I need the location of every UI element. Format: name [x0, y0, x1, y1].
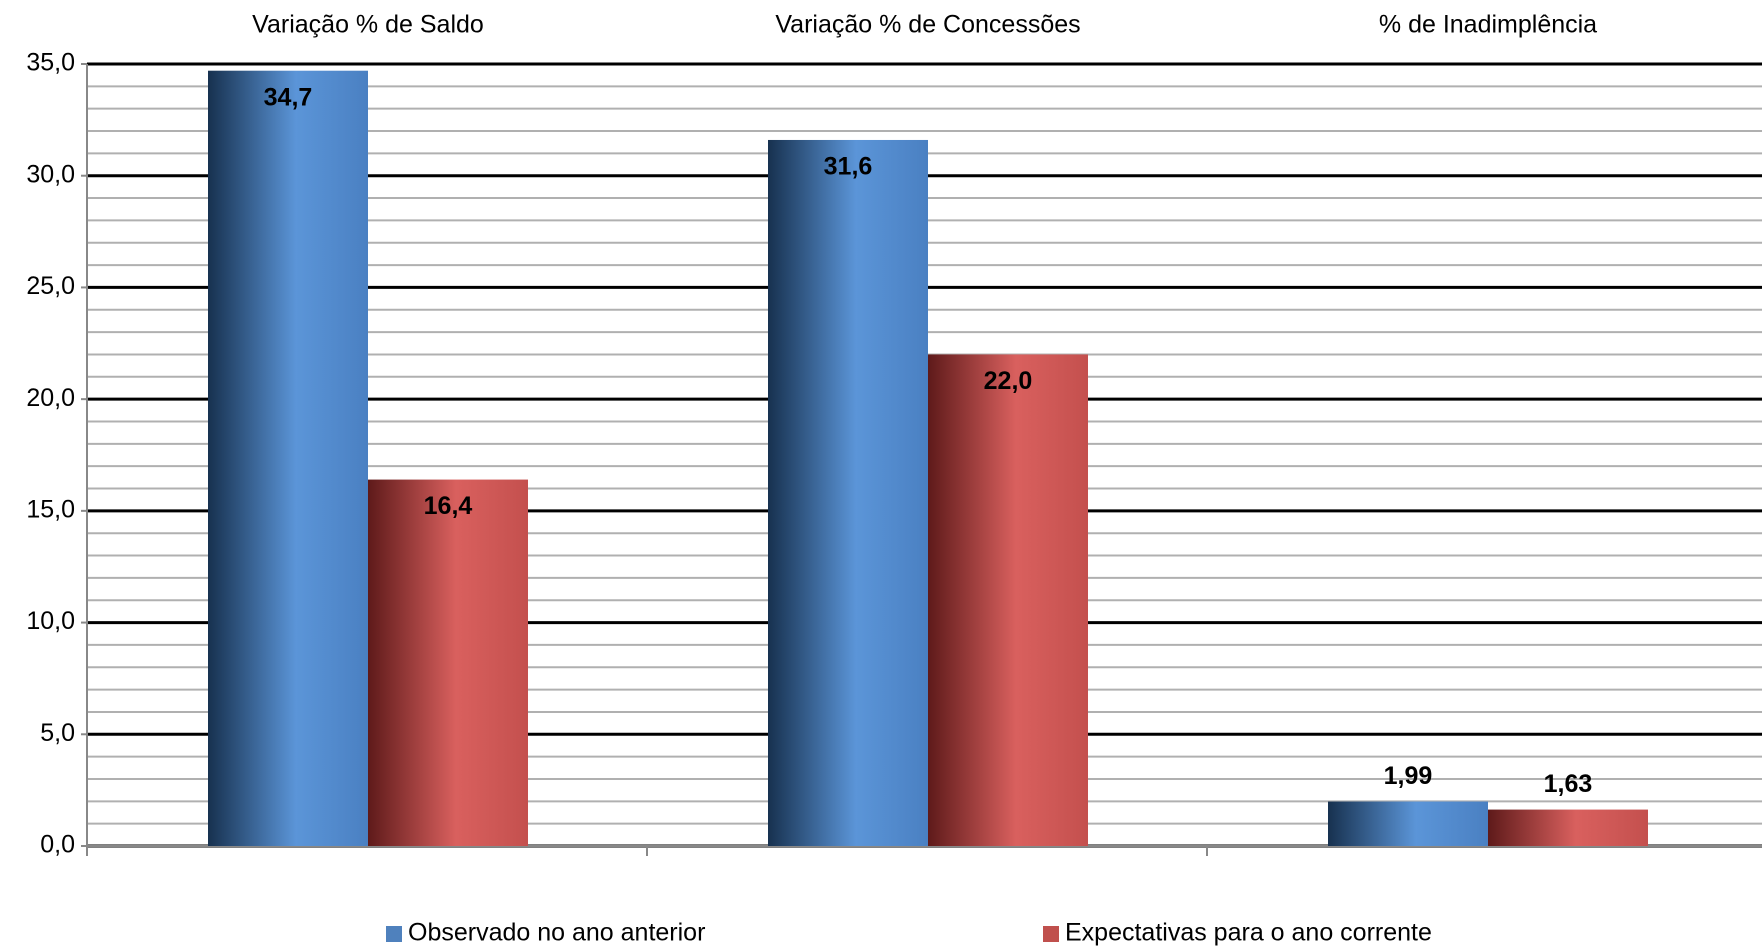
data-label: 1,63	[1544, 770, 1593, 798]
legend-swatch	[1043, 926, 1059, 942]
y-tick-label: 15,0	[26, 495, 75, 523]
legend-swatch	[386, 926, 402, 942]
y-tick-label: 35,0	[26, 49, 75, 77]
y-tick-label: 0,0	[40, 831, 75, 859]
y-tick-label: 30,0	[26, 160, 75, 188]
bar	[928, 354, 1088, 846]
bar	[1328, 801, 1488, 846]
data-label: 16,4	[424, 492, 473, 520]
y-tick-label: 5,0	[40, 719, 75, 747]
data-label: 22,0	[984, 367, 1033, 395]
y-tick-label: 20,0	[26, 384, 75, 412]
data-label: 1,99	[1384, 762, 1433, 790]
bar	[208, 70, 368, 846]
data-label: 31,6	[824, 153, 873, 181]
bar	[368, 479, 528, 846]
category-label: Variação % de Saldo	[252, 11, 484, 39]
category-label: % de Inadimplência	[1379, 11, 1597, 39]
y-tick-label: 25,0	[26, 272, 75, 300]
y-tick-label: 10,0	[26, 607, 75, 635]
legend-label: Expectativas para o ano corrente	[1065, 919, 1432, 947]
legend-label: Observado no ano anterior	[408, 919, 705, 947]
data-label: 34,7	[264, 83, 313, 111]
category-label: Variação % de Concessões	[775, 11, 1080, 39]
bar	[768, 139, 928, 847]
bar	[1488, 809, 1648, 846]
